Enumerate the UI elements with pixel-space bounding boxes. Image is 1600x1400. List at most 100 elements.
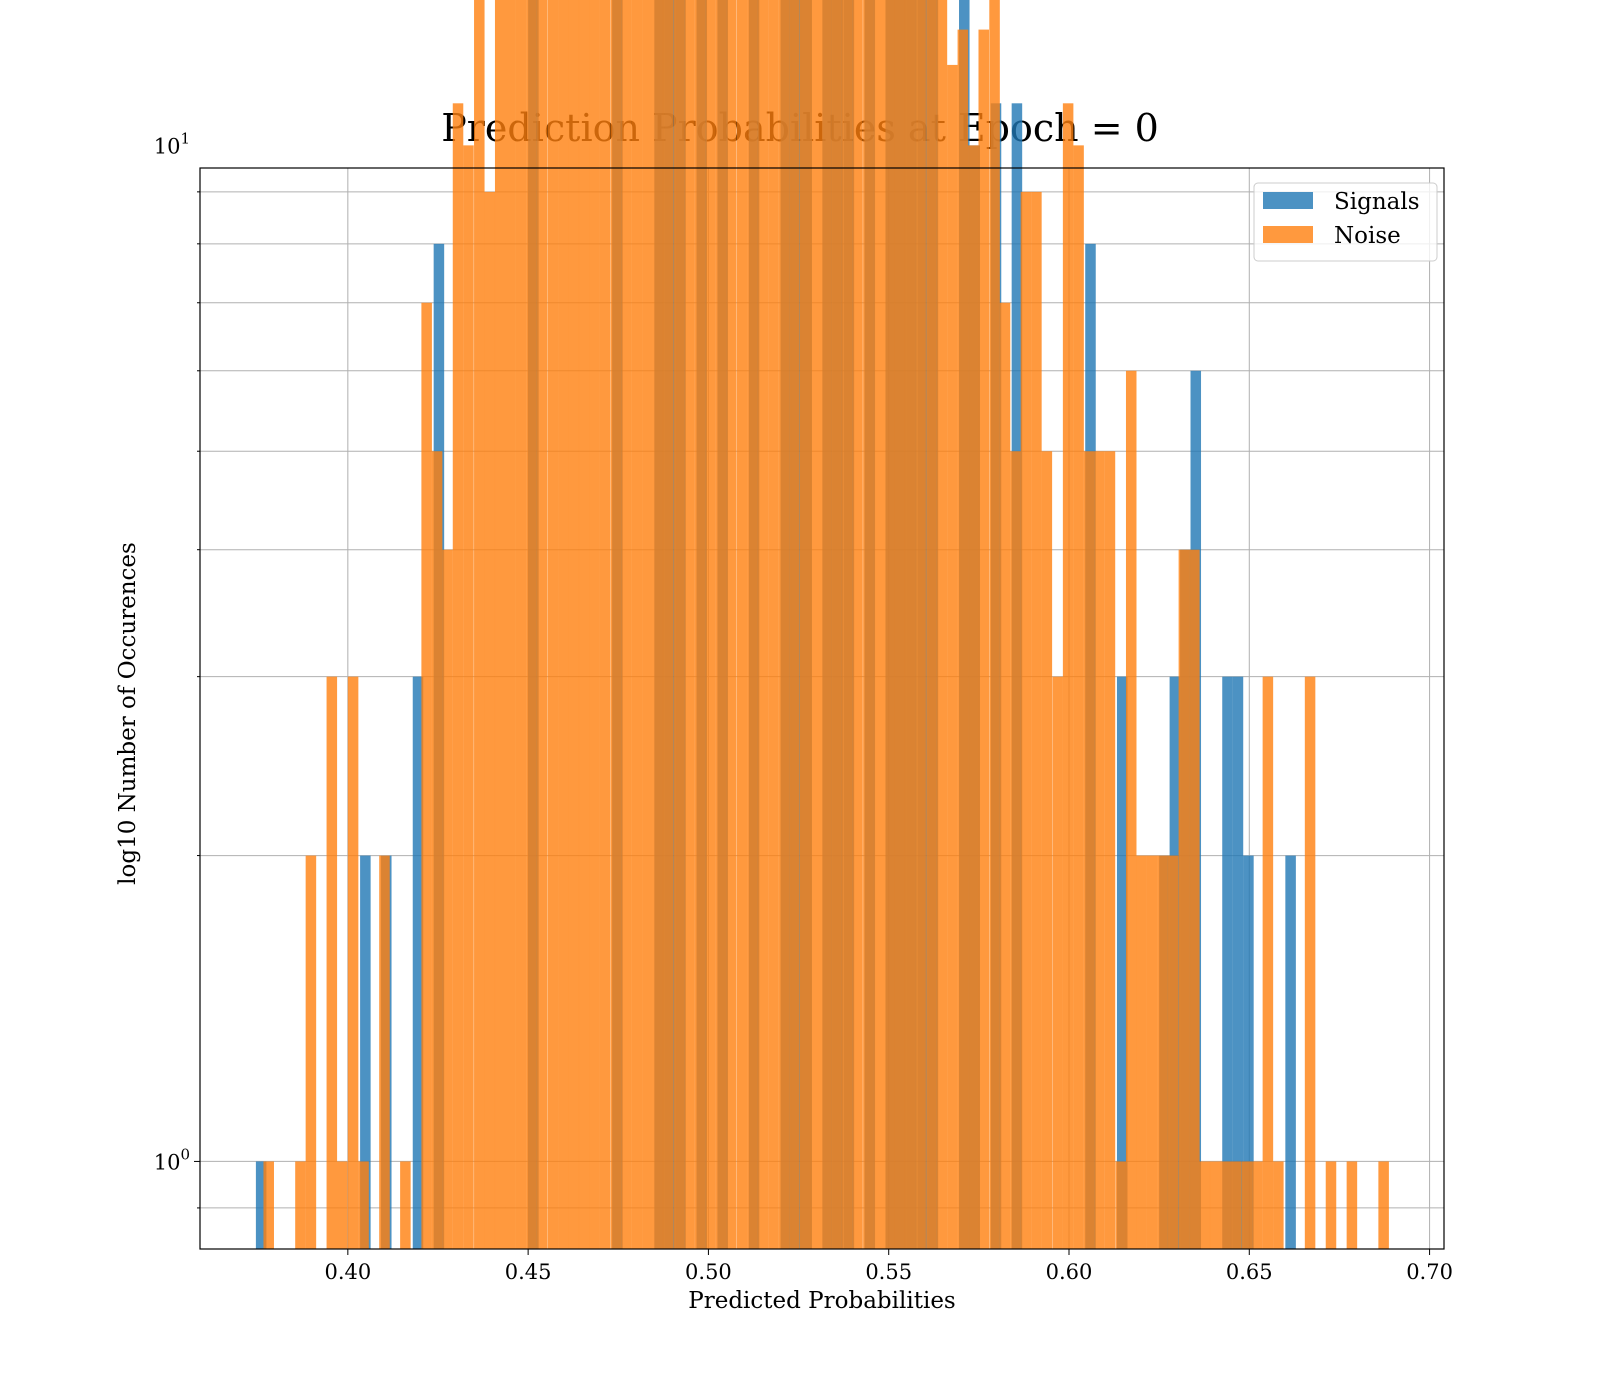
noise-bar: [1115, 1161, 1127, 1249]
signals-bar: [1222, 676, 1233, 1249]
signals-bar: [1285, 855, 1296, 1249]
noise-bar: [347, 676, 359, 1249]
noise-bar: [1325, 1161, 1337, 1249]
noise-bar: [1136, 855, 1147, 1249]
noise-bar: [1220, 1161, 1231, 1249]
noise-bars: [263, 0, 1389, 1250]
noise-bar: [684, 0, 695, 1250]
noise-bar: [820, 0, 832, 1249]
noise-bar: [736, 0, 748, 1249]
noise-bar: [642, 0, 653, 1249]
y-axis-ticks: 100 101: [154, 129, 200, 1209]
noise-bar: [1273, 1161, 1284, 1249]
noise-bar: [474, 0, 485, 1250]
noise-bar: [652, 0, 664, 1249]
noise-bar: [662, 0, 674, 1249]
noise-bar: [841, 0, 853, 1249]
noise-bar: [442, 549, 453, 1249]
noise-bar: [589, 0, 600, 1249]
noise-bar: [1199, 1161, 1211, 1249]
noise-bar: [884, 0, 895, 1249]
noise-bar: [421, 302, 432, 1250]
noise-bar: [694, 0, 706, 1249]
noise-bar: [1346, 1161, 1358, 1249]
noise-bar: [526, 0, 537, 1249]
x-tick-label: 0.55: [865, 1260, 912, 1284]
noise-bar: [1304, 676, 1316, 1249]
noise-legend-swatch: [1263, 226, 1313, 243]
noise-bar: [947, 64, 958, 1249]
noise-bar: [978, 29, 990, 1250]
x-tick-label: 0.60: [1046, 1260, 1093, 1284]
noise-bar: [1010, 451, 1021, 1249]
noise-bar: [1167, 855, 1179, 1249]
noise-bar: [379, 855, 390, 1249]
noise-bar: [968, 145, 979, 1250]
noise-bar: [1252, 1161, 1263, 1249]
noise-bar: [1178, 549, 1190, 1249]
noise-bar: [1031, 191, 1042, 1250]
noise-bar: [621, 0, 632, 1249]
x-axis-label: Predicted Probabilities: [688, 1288, 956, 1314]
x-tick-label: 0.40: [324, 1260, 371, 1284]
noise-bar: [1041, 451, 1053, 1249]
noise-bar: [400, 1161, 411, 1249]
signals-bar: [360, 855, 371, 1249]
noise-bar: [705, 0, 716, 1249]
noise-bar: [915, 0, 926, 1250]
noise-bar: [1157, 855, 1168, 1249]
noise-bar: [326, 676, 338, 1249]
noise-bar: [568, 0, 580, 1250]
noise-bar: [778, 0, 790, 1250]
noise-bar: [1209, 1161, 1221, 1249]
noise-bar: [852, 0, 863, 1249]
signals-bar: [1243, 855, 1254, 1249]
noise-bar: [505, 0, 516, 1249]
noise-bar: [673, 0, 685, 1249]
noise-bar: [894, 0, 905, 1249]
noise-bar: [1062, 103, 1074, 1250]
noise-bar: [831, 0, 842, 1249]
noise-bar: [800, 0, 811, 1250]
noise-bar: [547, 0, 559, 1250]
x-tick-label: 0.65: [1226, 1260, 1273, 1284]
noise-bar: [337, 1161, 348, 1249]
noise-bar: [1241, 1161, 1253, 1249]
y-axis-label: log10 Number of Occurences: [115, 542, 141, 885]
noise-bar: [1094, 451, 1105, 1249]
signals-bar: [255, 1161, 267, 1249]
noise-bar: [1020, 191, 1032, 1250]
noise-bar: [599, 0, 611, 1249]
noise-bar: [536, 0, 548, 1249]
signals-bar: [1116, 676, 1128, 1249]
noise-bar: [989, 0, 1000, 1249]
noise-bar: [726, 0, 737, 1250]
noise-bar: [863, 0, 874, 1249]
noise-bar: [873, 0, 885, 1250]
y-tick-label: 101: [154, 129, 190, 158]
noise-bar: [1262, 676, 1274, 1249]
noise-bar: [578, 0, 590, 1249]
x-axis-ticks: 0.40 0.45 0.50 0.55 0.60 0.65 0.70: [324, 1249, 1453, 1284]
noise-bar: [452, 103, 464, 1250]
y-tick-label: 100: [154, 1145, 190, 1174]
noise-bar: [810, 0, 821, 1249]
noise-bar: [305, 855, 317, 1249]
noise-bar: [715, 0, 727, 1249]
noise-bar: [484, 191, 496, 1250]
noise-bar: [936, 0, 948, 1249]
noise-bar: [757, 0, 769, 1249]
plot-frame: [199, 167, 1445, 1250]
noise-bar: [263, 1161, 274, 1249]
noise-bar: [494, 0, 506, 1250]
signals-bar: [412, 676, 424, 1249]
noise-bar: [631, 0, 643, 1250]
x-tick-label: 0.70: [1406, 1260, 1453, 1284]
noise-bar: [1104, 451, 1116, 1249]
noise-bar: [295, 1161, 306, 1249]
noise-bar: [515, 0, 527, 1250]
legend: Signals Noise: [1253, 182, 1438, 262]
noise-bar: [957, 29, 969, 1250]
noise-bar: [358, 1161, 369, 1249]
